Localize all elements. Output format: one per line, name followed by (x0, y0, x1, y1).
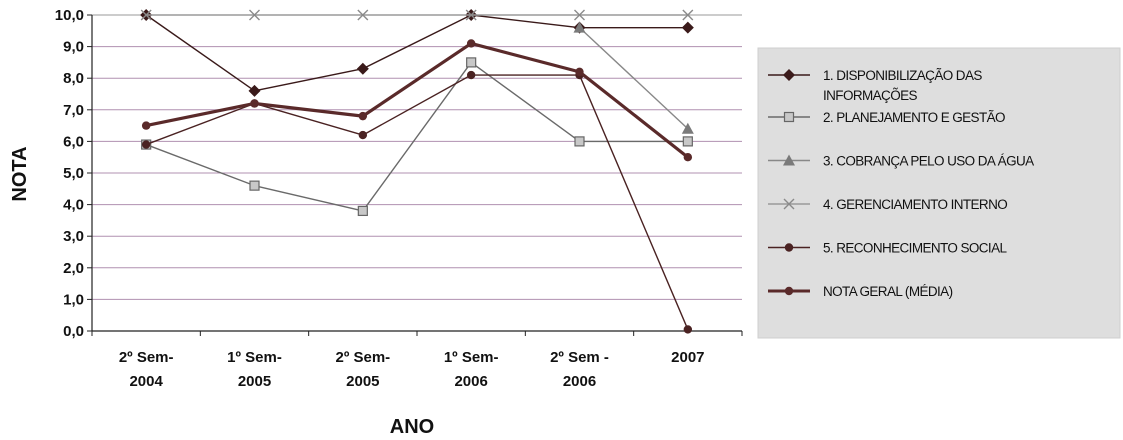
series-layer (140, 9, 694, 334)
data-point (466, 57, 477, 68)
legend-label: 1. DISPONIBILIZAÇÃO DAS (823, 68, 982, 83)
x-tick-label: 2º Sem- (335, 349, 390, 366)
legend: 1. DISPONIBILIZAÇÃO DAS INFORMAÇÕES 2. PLA… (757, 47, 1121, 339)
x-tick-label: 2006 (563, 373, 596, 390)
data-point (682, 9, 694, 21)
data-point (249, 9, 260, 21)
x-tick-label: 2º Sem - (550, 349, 609, 366)
data-point (784, 243, 794, 252)
x-tick-label: 2004 (129, 373, 163, 390)
data-point (466, 70, 476, 80)
data-point (573, 21, 586, 33)
series-line (145, 74, 689, 330)
y-tick-label: 7,0 (63, 102, 84, 119)
data-point (574, 136, 585, 147)
data-point (357, 205, 368, 217)
data-point (574, 9, 585, 21)
y-tick-label: 2,0 (63, 260, 84, 277)
y-axis-title: NOTA (9, 146, 31, 201)
y-tick-label: 5,0 (63, 165, 84, 182)
axes (87, 14, 743, 336)
legend-item-1: 1. DISPONIBILIZAÇÃO DAS INFORMAÇÕES (768, 68, 983, 103)
legend-item-3: 3. COBRANÇA PELO USO DA ÁGUA (768, 154, 1035, 169)
data-point (783, 154, 795, 166)
x-tick-label: 2007 (671, 349, 704, 366)
y-tick-label: 9,0 (63, 39, 84, 56)
y-tick-label: 6,0 (63, 133, 84, 150)
y-tick-label: 8,0 (63, 70, 84, 87)
data-point (141, 121, 151, 130)
legend-item-2: 2. PLANEJAMENTO E GESTÃO (768, 110, 1006, 125)
y-tick-label: 1,0 (63, 291, 84, 308)
y-tick-label: 3,0 (63, 228, 84, 245)
series-1 (140, 9, 694, 97)
legend-item-4: 4. GERENCIAMENTO INTERNO (768, 197, 1008, 212)
series-line (579, 27, 689, 130)
y-tick-label: 10,0 (55, 7, 84, 24)
series-line (145, 61, 688, 212)
y-tick-label: 0,0 (63, 323, 84, 340)
data-point (466, 39, 476, 48)
data-point (681, 122, 694, 134)
data-point (575, 67, 584, 77)
data-point (140, 9, 152, 21)
series-3 (573, 21, 694, 134)
legend-items: 1. DISPONIBILIZAÇÃO DAS INFORMAÇÕES 2. PLA… (768, 68, 1035, 299)
x-tick-label: 1º Sem- (444, 349, 499, 366)
data-point (783, 111, 795, 123)
data-point (783, 69, 795, 81)
data-point (249, 180, 260, 191)
data-point (465, 9, 477, 21)
legend-label: NOTA GERAL (MÉDIA) (823, 284, 953, 299)
legend-label: 3. COBRANÇA PELO USO DA ÁGUA (823, 154, 1034, 169)
data-point (141, 140, 151, 149)
data-point (681, 21, 694, 34)
grid (92, 14, 742, 300)
x-tick-label: 1º Sem- (227, 349, 282, 366)
data-point (248, 84, 261, 97)
y-tick-label: 4,0 (63, 197, 84, 214)
data-point (783, 198, 795, 210)
x-tick-label: 2005 (346, 373, 379, 390)
legend-label: INFORMAÇÕES (823, 88, 918, 103)
data-point (682, 136, 693, 147)
series-4 (140, 9, 694, 21)
x-tick-label: 2006 (454, 373, 487, 390)
tick-labels: 0,0 1,0 2,0 3,0 4,0 5,0 6,0 7,0 8,0 9,0 10,0 2º Sem… (55, 7, 705, 390)
data-point (683, 325, 693, 334)
data-point (358, 111, 368, 121)
data-point (683, 153, 693, 162)
data-point (784, 286, 794, 296)
legend-item-5: 5. RECONHECIMENTO SOCIAL (768, 241, 1008, 256)
x-tick-label: 2º Sem- (119, 349, 174, 366)
data-point (357, 9, 369, 21)
legend-box (757, 47, 1121, 339)
legend-label: 5. RECONHECIMENTO SOCIAL (823, 241, 1007, 256)
x-axis-title: ANO (390, 416, 434, 438)
legend-label: 4. GERENCIAMENTO INTERNO (823, 197, 1007, 212)
series-line (145, 14, 688, 92)
legend-label: 2. PLANEJAMENTO E GESTÃO (823, 110, 1005, 125)
data-point (250, 99, 259, 108)
data-point (358, 130, 368, 140)
legend-item-6: NOTA GERAL (MÉDIA) (768, 284, 953, 299)
x-tick-label: 2005 (238, 373, 271, 390)
series-line (145, 41, 689, 159)
data-point (356, 62, 369, 75)
series-6 (141, 39, 693, 162)
